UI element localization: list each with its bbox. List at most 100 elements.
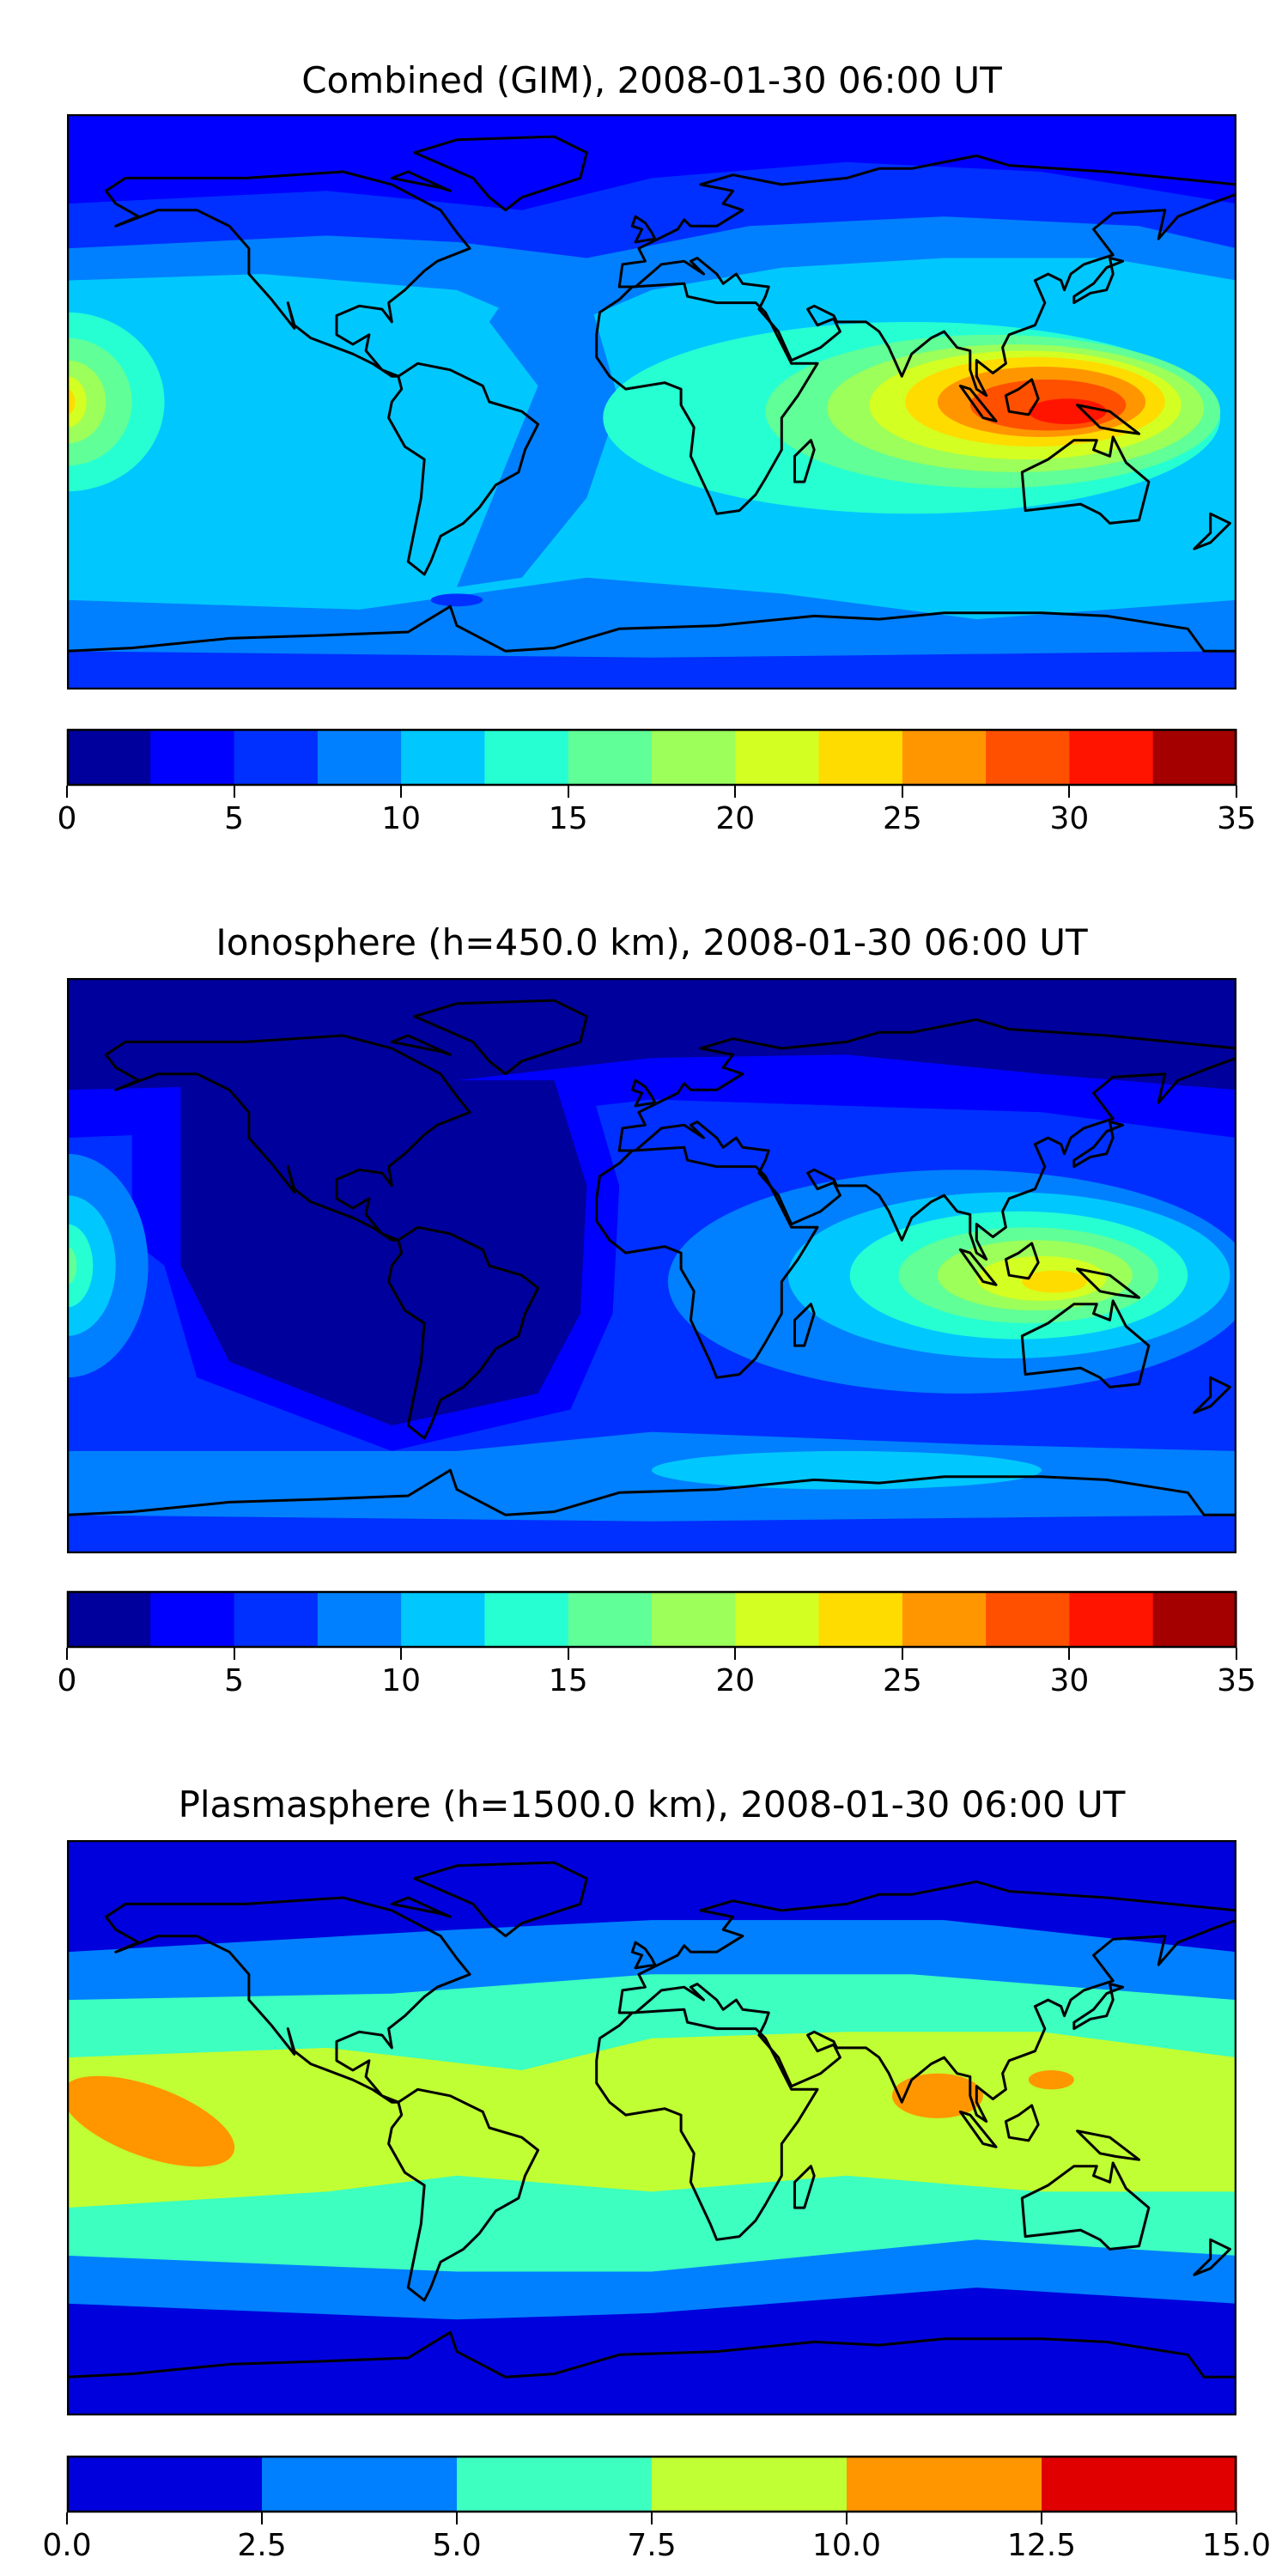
panel-title-ionosphere: Ionosphere (h=450.0 km), 2008-01-30 06:0…: [216, 921, 1088, 963]
contour-level-0: [67, 1840, 1236, 1953]
colorbar-segment: [67, 729, 151, 786]
coastline: [595, 2008, 819, 2241]
colorbar-tick-label: 15: [548, 1663, 588, 1698]
colorbar-tick-mark: [66, 786, 68, 798]
coastline: [595, 1145, 819, 1379]
coastline-antarctica: [67, 605, 1236, 653]
coastline: [104, 170, 471, 378]
coastline: [1020, 435, 1151, 525]
colorbar-segment: [652, 2456, 848, 2512]
coastline: [387, 1225, 540, 1440]
coastline-antarctica: [67, 2330, 1236, 2379]
map-svg: [67, 114, 1236, 690]
coastline: [387, 361, 540, 576]
colorbar-tick-label: 30: [1049, 801, 1090, 836]
colorbar-segment: [1069, 1591, 1154, 1648]
coastline: [617, 1018, 1236, 1261]
colorbar-tick-mark: [734, 1648, 737, 1660]
coastline: [387, 2087, 540, 2302]
map-plasmasphere: [67, 1840, 1236, 2415]
colorbar-svg: [66, 2455, 1237, 2513]
colorbar-segment: [234, 729, 319, 786]
colorbar-frame: [66, 1590, 1237, 1649]
contour-fill-group: [67, 114, 1236, 690]
coastline: [104, 1896, 471, 2104]
coastline: [1004, 378, 1040, 416]
colorbar-combined: 0 5 10 15 20 25 30 35: [58, 728, 1256, 836]
coastline: [390, 1896, 452, 1918]
colorbar-tick-label: 35: [1217, 801, 1256, 836]
colorbar-tick-label: 25: [882, 801, 922, 836]
coastlines: [67, 1861, 1236, 2379]
map-svg: [67, 1840, 1236, 2415]
colorbar-tick-label: 35: [1217, 1663, 1256, 1698]
colorbar-tick-label: 5: [224, 801, 245, 836]
colorbar-segment: [67, 2456, 263, 2512]
panel-title-plasmasphere: Plasmasphere (h=1500.0 km), 2008-01-30 0…: [178, 1783, 1126, 1826]
contour-level-0: [67, 2287, 1236, 2415]
colorbar-segment: [568, 1591, 653, 1648]
colorbar-segment: [484, 1591, 569, 1648]
contour-level-0: [180, 1080, 587, 1426]
coastline: [1072, 1983, 1125, 2031]
colorbar-segment: [652, 729, 736, 786]
colorbar-segment: [986, 1591, 1071, 1648]
colorbar-segment: [1152, 1591, 1237, 1648]
colorbar-tick-label: 25: [882, 1663, 922, 1698]
colorbar-tick-mark: [567, 1648, 569, 1660]
contour-fill-group: [67, 1840, 1236, 2415]
colorbar-segment: [401, 1591, 486, 1648]
colorbar-tick-mark: [1236, 1648, 1237, 1660]
coastline: [1004, 2104, 1040, 2142]
colorbar-segment: [1042, 2456, 1237, 2512]
colorbar-segment: [401, 729, 486, 786]
colorbar-segment: [317, 729, 402, 786]
coastline: [793, 2165, 816, 2209]
colorbar-tick-label: 20: [715, 1663, 756, 1698]
coastline: [1193, 2238, 1231, 2276]
coastline: [1072, 1121, 1125, 1169]
colorbar-tick-mark: [901, 786, 903, 798]
colorbar-tick-mark: [651, 2512, 653, 2524]
contour-level-4: [67, 2075, 235, 2167]
contour-level-8: [67, 376, 87, 428]
contour-level-6: [67, 1246, 77, 1285]
coastline: [958, 2110, 998, 2148]
colorbar-svg: [66, 728, 1237, 787]
coastline: [1193, 512, 1231, 550]
colorbar-tick-label: 15: [548, 801, 588, 836]
coastline: [1076, 404, 1140, 435]
colorbar-segment: [847, 2456, 1042, 2512]
coastline: [1076, 2129, 1140, 2161]
colorbar-plasmasphere: 0.0 2.5 5.0 7.5 10.0 12.5 15.0: [42, 2455, 1271, 2563]
colorbar-tick-mark: [901, 1648, 903, 1660]
colorbar-tick-label: 7.5: [627, 2528, 677, 2563]
coastline: [1193, 1376, 1231, 1414]
colorbar-tick-mark: [456, 2512, 458, 2524]
colorbar-segment: [1069, 729, 1154, 786]
colorbar-segment: [1152, 729, 1237, 786]
colorbar-tick-mark: [1236, 786, 1237, 798]
contour-level-9: [67, 389, 76, 415]
coastline: [390, 170, 452, 192]
colorbar-tick-mark: [66, 2512, 68, 2524]
coastline: [104, 1034, 471, 1242]
colorbar-segment: [735, 1591, 820, 1648]
coastline: [1020, 2161, 1151, 2251]
panel-title-combined: Combined (GIM), 2008-01-30 06:00 UT: [301, 59, 1002, 101]
contour-level-4: [1028, 2070, 1074, 2090]
colorbar-tick-mark: [734, 786, 737, 798]
colorbar-tick-mark: [1068, 786, 1071, 798]
colorbar-segment: [902, 729, 987, 786]
contour-level-3: [457, 274, 620, 587]
contour-level-4: [891, 2073, 983, 2118]
coastline: [617, 154, 1236, 398]
colorbar-segment: [150, 1591, 235, 1648]
coastline-antarctica: [67, 1468, 1236, 1516]
contour-level-2: [430, 593, 483, 607]
colorbar-tick-label: 12.5: [1006, 2528, 1077, 2563]
colorbar-segment: [262, 2456, 458, 2512]
colorbar-frame: [66, 728, 1237, 787]
colorbar-ionosphere: 0 5 10 15 20 25 30 35: [58, 1590, 1256, 1698]
colorbar-tick-mark: [1068, 1648, 1071, 1660]
